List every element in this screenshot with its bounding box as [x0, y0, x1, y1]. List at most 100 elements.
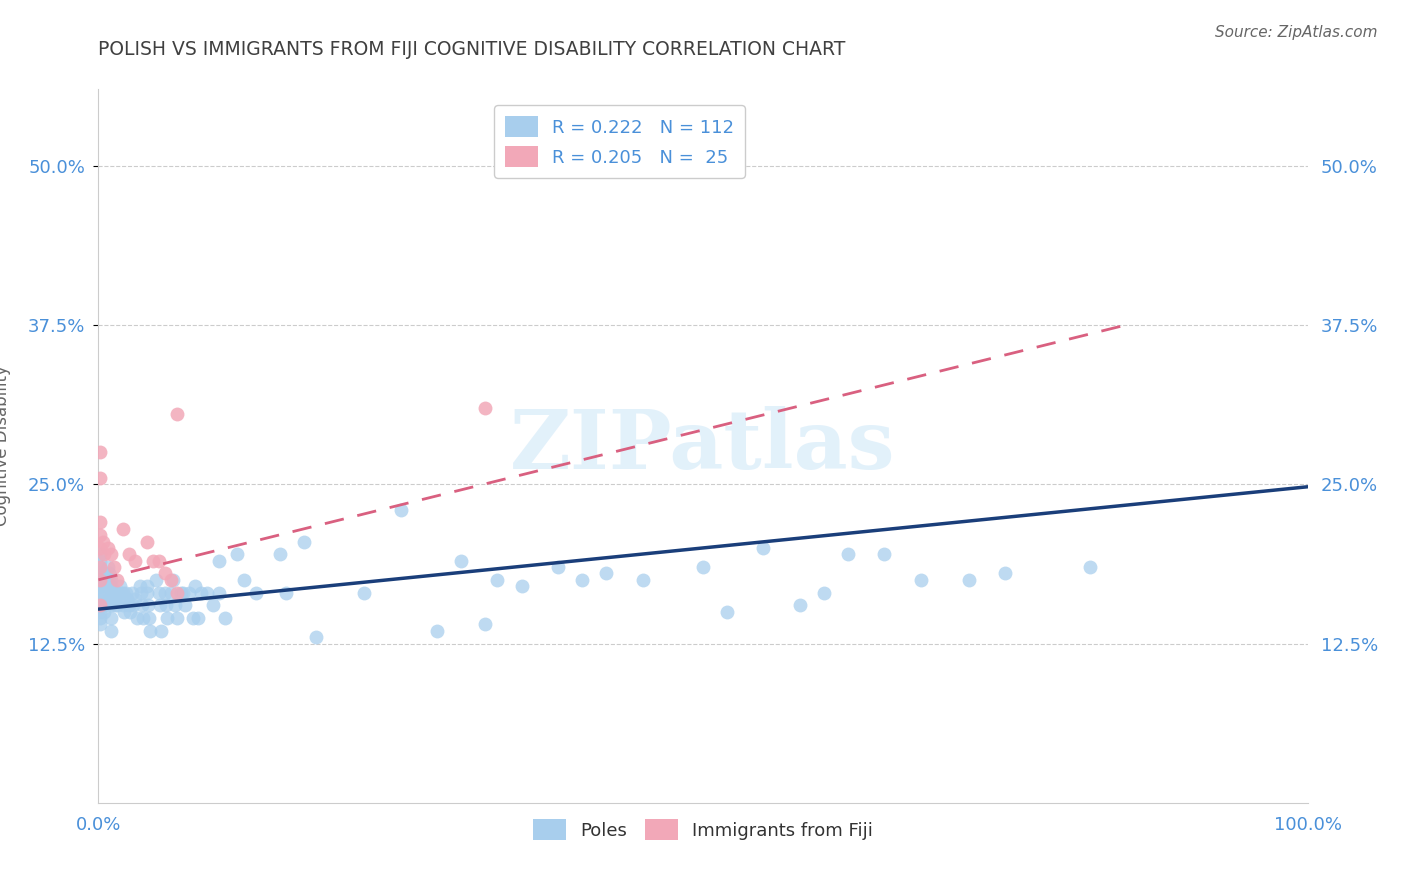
Point: [124, 591, 146, 606]
Point: [208, 585, 231, 599]
Point: [450, 554, 472, 568]
Point: [100, 585, 122, 599]
Point: [232, 573, 254, 587]
Point: [100, 624, 122, 638]
Point: [153, 566, 176, 581]
Text: POLISH VS IMMIGRANTS FROM FIJI COGNITIVE DISABILITY CORRELATION CHART: POLISH VS IMMIGRANTS FROM FIJI COGNITIVE…: [98, 40, 846, 59]
Point: [101, 585, 124, 599]
Point: [89, 528, 111, 542]
Point: [89, 554, 111, 568]
Point: [226, 547, 249, 561]
Point: [89, 471, 111, 485]
Point: [138, 611, 160, 625]
Point: [89, 516, 111, 530]
Y-axis label: Cognitive Disability: Cognitive Disability: [0, 366, 11, 526]
Point: [595, 566, 617, 581]
Point: [89, 617, 111, 632]
Point: [195, 585, 218, 599]
Point: [127, 611, 149, 625]
Point: [135, 579, 157, 593]
Point: [155, 599, 177, 613]
Point: [148, 554, 170, 568]
Point: [89, 560, 111, 574]
Point: [571, 573, 593, 587]
Point: [98, 591, 121, 606]
Point: [129, 585, 152, 599]
Point: [166, 407, 188, 421]
Point: [105, 585, 128, 599]
Point: [91, 573, 114, 587]
Point: [389, 502, 412, 516]
Point: [100, 611, 122, 625]
Point: [89, 547, 111, 561]
Point: [104, 599, 127, 613]
Point: [118, 547, 141, 561]
Point: [510, 579, 533, 593]
Point: [100, 591, 122, 606]
Point: [813, 585, 835, 599]
Point: [93, 579, 115, 593]
Point: [181, 611, 204, 625]
Point: [98, 566, 121, 581]
Point: [93, 605, 115, 619]
Point: [1078, 560, 1101, 574]
Point: [91, 534, 114, 549]
Point: [163, 599, 186, 613]
Point: [179, 585, 201, 599]
Point: [166, 611, 188, 625]
Point: [89, 599, 111, 613]
Point: [305, 630, 328, 644]
Point: [957, 573, 980, 587]
Point: [100, 547, 122, 561]
Point: [208, 554, 231, 568]
Point: [112, 605, 135, 619]
Point: [153, 585, 176, 599]
Text: Source: ZipAtlas.com: Source: ZipAtlas.com: [1215, 25, 1378, 40]
Point: [169, 585, 191, 599]
Point: [89, 445, 111, 459]
Point: [214, 611, 236, 625]
Point: [148, 585, 170, 599]
Point: [118, 605, 141, 619]
Point: [98, 573, 121, 587]
Point: [105, 599, 128, 613]
Point: [136, 599, 159, 613]
Point: [139, 624, 162, 638]
Point: [111, 522, 134, 536]
Point: [93, 573, 115, 587]
Point: [89, 599, 111, 613]
Point: [426, 624, 449, 638]
Point: [716, 605, 738, 619]
Point: [89, 573, 111, 587]
Point: [692, 560, 714, 574]
Point: [93, 599, 115, 613]
Point: [122, 599, 145, 613]
Point: [172, 585, 194, 599]
Point: [117, 591, 139, 606]
Point: [202, 599, 225, 613]
Point: [97, 541, 120, 555]
Point: [131, 599, 153, 613]
Legend: Poles, Immigrants from Fiji: Poles, Immigrants from Fiji: [526, 812, 880, 847]
Point: [187, 611, 209, 625]
Point: [142, 554, 165, 568]
Point: [93, 547, 115, 561]
Point: [93, 585, 115, 599]
Point: [292, 534, 315, 549]
Point: [124, 554, 146, 568]
Text: ZIPatlas: ZIPatlas: [510, 406, 896, 486]
Point: [353, 585, 375, 599]
Point: [274, 585, 297, 599]
Point: [174, 599, 197, 613]
Point: [150, 624, 173, 638]
Point: [100, 579, 122, 593]
Point: [89, 541, 111, 555]
Point: [121, 585, 143, 599]
Point: [994, 566, 1017, 581]
Point: [160, 573, 183, 587]
Point: [752, 541, 775, 555]
Point: [190, 585, 212, 599]
Point: [837, 547, 859, 561]
Point: [132, 611, 155, 625]
Point: [89, 611, 111, 625]
